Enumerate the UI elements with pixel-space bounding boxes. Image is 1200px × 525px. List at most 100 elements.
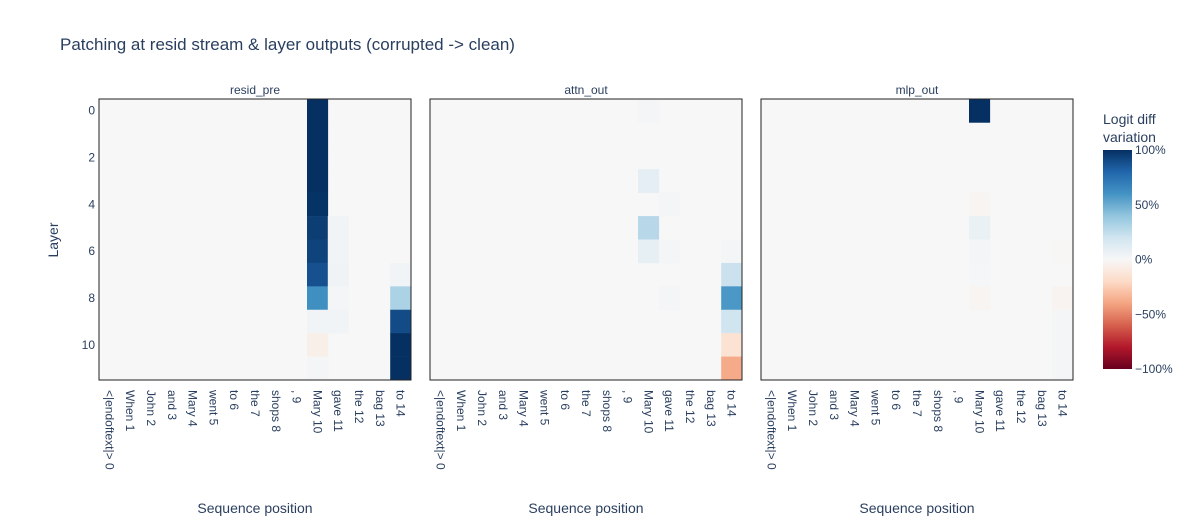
panel-background [430, 99, 742, 380]
x-tick-label: <|endoftext|> 0 [764, 390, 778, 470]
heatmap-cell [307, 309, 329, 334]
colorbar-tick-label: 100% [1135, 143, 1166, 157]
x-tick-label: to 6 [558, 390, 572, 410]
heatmap-cell [307, 122, 329, 147]
heatmap-cell [307, 333, 329, 357]
x-tick-label: John 2 [475, 390, 489, 426]
heatmap-cell [1052, 333, 1074, 357]
heatmap-cell [327, 216, 349, 240]
x-tick-label: and 3 [496, 390, 510, 420]
x-tick-label: the 7 [910, 390, 924, 417]
heatmap-cell [327, 309, 349, 334]
y-tick-label: 10 [82, 338, 96, 352]
heatmap-cell [658, 192, 680, 217]
x-axis-title: Sequence position [528, 500, 643, 516]
x-tick-label: gave 11 [662, 390, 676, 432]
subplot-title: resid_pre [230, 83, 280, 97]
y-axis-label: Layer [45, 222, 61, 257]
panel-background [99, 99, 411, 380]
x-tick-label: and 3 [165, 390, 179, 420]
panel-mlp_out: mlp_out <|endoftext|> 0 When 1 John 2 and 3 M… [760, 83, 1074, 516]
x-tick-label: shops 8 [931, 390, 945, 432]
heatmap-cell [307, 286, 329, 311]
subplot-title: mlp_out [896, 83, 939, 97]
heatmap-cell [658, 286, 680, 311]
heatmap-cell [658, 239, 680, 264]
panel-frame [760, 98, 1074, 381]
heatmap-cell [390, 333, 412, 357]
heatmap-cell [969, 286, 991, 311]
heatmap-cell [390, 286, 412, 311]
colorbar-title: variation [1103, 129, 1156, 145]
x-tick-label: the 7 [579, 390, 593, 417]
panel-attn_out: attn_out <|endoftext|> 0 When 1 John 2 and 3… [429, 83, 743, 516]
heatmap-cell [327, 239, 349, 264]
x-tick-label: the 12 [352, 390, 366, 424]
heatmap-cell [721, 262, 743, 287]
heatmap-cell [307, 169, 329, 193]
x-tick-label: to 14 [394, 390, 408, 417]
x-tick-label: Mary 10 [972, 390, 986, 434]
heatmap-cell [638, 99, 660, 123]
heatmap-cell [327, 286, 349, 311]
colorbar-gradient [1103, 150, 1132, 369]
heatmap-cell [307, 99, 329, 123]
panel-background [761, 99, 1073, 380]
heatmap-panels: resid_pre <|endoftext|> 0 When 1 John 2 and … [82, 83, 1074, 516]
x-tick-label: went 5 [537, 389, 551, 426]
heatmap-cell [969, 216, 991, 240]
x-tick-label: to 6 [227, 390, 241, 410]
heatmap-cell [721, 309, 743, 334]
colorbar-tick-label: 50% [1135, 198, 1159, 212]
panel-frame [429, 98, 743, 381]
x-tick-label: When 1 [785, 390, 799, 432]
heatmap-cell [307, 192, 329, 217]
heatmap-cell [721, 286, 743, 311]
subplot-title: attn_out [564, 83, 608, 97]
colorbar-title: Logit diff [1103, 111, 1156, 127]
x-tick-label: the 12 [1014, 390, 1028, 424]
x-tick-label: the 12 [683, 390, 697, 424]
heatmap-cell [390, 309, 412, 334]
heatmap-cell [390, 356, 412, 381]
heatmap-cell [969, 192, 991, 217]
y-tick-label: 4 [88, 197, 95, 211]
heatmap-cell [638, 216, 660, 240]
heatmap-cell [307, 239, 329, 264]
heatmap-cell [1052, 356, 1074, 381]
x-tick-label: and 3 [827, 390, 841, 420]
chart-title: Patching at resid stream & layer outputs… [60, 35, 515, 54]
x-tick-label: John 2 [806, 390, 820, 426]
heatmap-cell [969, 262, 991, 287]
colorbar-tick-label: −50% [1135, 307, 1166, 321]
heatmap-cell [721, 239, 743, 264]
heatmap-cell [969, 99, 991, 123]
x-tick-label: When 1 [454, 390, 468, 432]
x-tick-label: to 6 [889, 390, 903, 410]
heatmap-cell [307, 216, 329, 240]
heatmap-cell [1052, 309, 1074, 334]
heatmap-cell [969, 239, 991, 264]
panel-resid_pre: resid_pre <|endoftext|> 0 When 1 John 2 and … [82, 83, 412, 516]
x-tick-label: When 1 [123, 390, 137, 432]
heatmap-cell [721, 333, 743, 357]
heatmap-cell [327, 262, 349, 287]
x-tick-label: Mary 4 [186, 390, 200, 427]
y-tick-label: 0 [88, 104, 95, 118]
x-tick-label: went 5 [206, 389, 220, 426]
heatmap-cell [307, 356, 329, 381]
x-tick-label: <|endoftext|> 0 [102, 390, 116, 470]
heatmap-cell [1052, 286, 1074, 311]
x-tick-label: , 9 [290, 390, 304, 404]
x-tick-label: went 5 [868, 389, 882, 426]
x-tick-label: gave 11 [331, 390, 345, 432]
heatmap-cell [390, 262, 412, 287]
x-tick-label: gave 11 [993, 390, 1007, 432]
x-tick-label: Mary 4 [848, 390, 862, 427]
x-tick-label: to 14 [1056, 390, 1070, 417]
heatmap-cell [307, 262, 329, 287]
y-tick-label: 6 [88, 244, 95, 258]
x-axis-title: Sequence position [197, 500, 312, 516]
